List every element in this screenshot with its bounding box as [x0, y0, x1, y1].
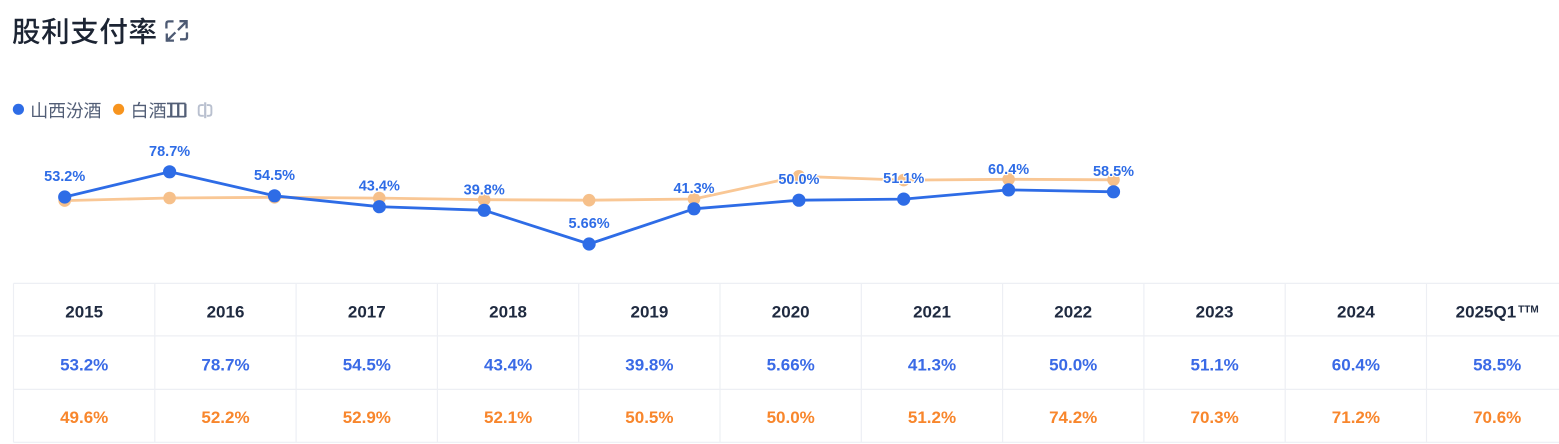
svg-text:54.5%: 54.5%	[254, 168, 295, 184]
svg-text:71.2%: 71.2%	[1332, 408, 1380, 427]
svg-text:2020: 2020	[772, 302, 810, 321]
svg-text:43.4%: 43.4%	[359, 179, 400, 195]
svg-text:51.2%: 51.2%	[908, 408, 956, 427]
svg-text:43.4%: 43.4%	[484, 355, 532, 374]
svg-text:70.6%: 70.6%	[1473, 408, 1521, 427]
svg-text:41.3%: 41.3%	[908, 355, 956, 374]
svg-text:2018: 2018	[489, 302, 527, 321]
svg-text:74.2%: 74.2%	[1049, 408, 1097, 427]
svg-text:5.66%: 5.66%	[767, 355, 815, 374]
svg-text:51.1%: 51.1%	[1190, 355, 1238, 374]
svg-text:49.6%: 49.6%	[60, 408, 108, 427]
svg-text:50.0%: 50.0%	[767, 408, 815, 427]
svg-text:78.7%: 78.7%	[149, 144, 190, 160]
svg-text:53.2%: 53.2%	[60, 355, 108, 374]
svg-text:2019: 2019	[630, 302, 668, 321]
svg-text:53.2%: 53.2%	[44, 169, 85, 185]
svg-text:41.3%: 41.3%	[673, 181, 714, 197]
svg-text:2016: 2016	[207, 302, 245, 321]
svg-text:60.4%: 60.4%	[988, 162, 1029, 178]
svg-text:51.1%: 51.1%	[883, 171, 924, 187]
svg-text:52.9%: 52.9%	[343, 408, 391, 427]
svg-text:52.2%: 52.2%	[201, 408, 249, 427]
svg-text:50.0%: 50.0%	[1049, 355, 1097, 374]
svg-text:58.5%: 58.5%	[1473, 355, 1521, 374]
svg-text:5.66%: 5.66%	[569, 216, 610, 232]
svg-text:2015: 2015	[65, 302, 103, 321]
svg-text:2017: 2017	[348, 302, 386, 321]
svg-text:58.5%: 58.5%	[1093, 164, 1134, 180]
svg-text:2021: 2021	[913, 302, 951, 321]
svg-text:2022: 2022	[1054, 302, 1092, 321]
svg-text:39.8%: 39.8%	[625, 355, 673, 374]
svg-text:50.5%: 50.5%	[625, 408, 673, 427]
svg-text:39.8%: 39.8%	[464, 182, 505, 198]
svg-text:2024: 2024	[1337, 302, 1375, 321]
svg-text:78.7%: 78.7%	[201, 355, 249, 374]
svg-text:2023: 2023	[1196, 302, 1234, 321]
svg-text:54.5%: 54.5%	[343, 355, 391, 374]
svg-text:52.1%: 52.1%	[484, 408, 532, 427]
svg-text:60.4%: 60.4%	[1332, 355, 1380, 374]
svg-text:50.0%: 50.0%	[778, 172, 819, 188]
svg-text:70.3%: 70.3%	[1190, 408, 1238, 427]
